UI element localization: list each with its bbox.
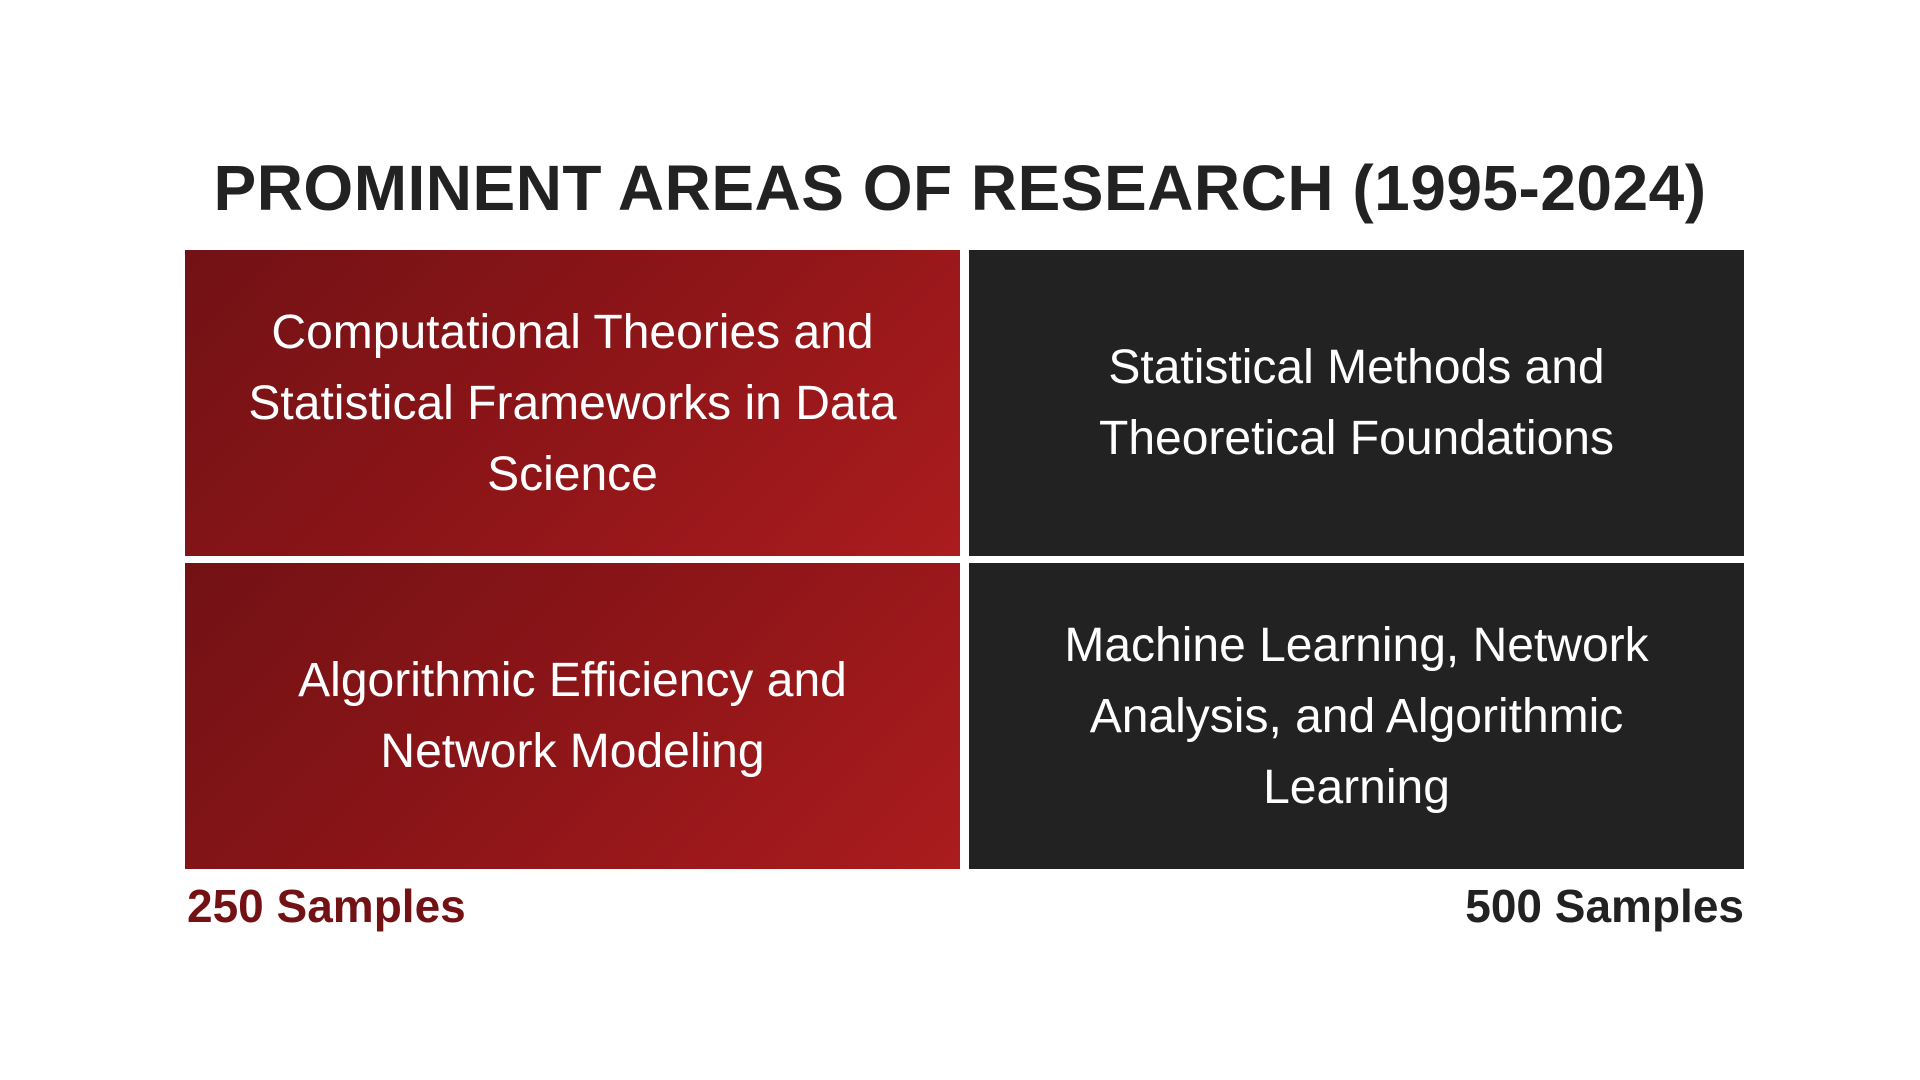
research-areas-grid: Computational Theories and Statistical F… <box>185 250 1744 869</box>
left-sample-label: 250 Samples <box>187 880 466 932</box>
cell-top-right: Statistical Methods and Theoretical Foun… <box>969 250 1744 556</box>
cell-bottom-left-text: Algorithmic Efficiency and Network Model… <box>298 654 847 778</box>
cell-bottom-left: Algorithmic Efficiency and Network Model… <box>185 563 960 869</box>
cell-top-left: Computational Theories and Statistical F… <box>185 250 960 556</box>
cell-top-right-text: Statistical Methods and Theoretical Foun… <box>1099 341 1614 465</box>
page-title: PROMINENT AREAS OF RESEARCH (1995-2024) <box>213 152 1707 224</box>
cell-top-left-text: Computational Theories and Statistical F… <box>248 305 897 501</box>
cell-bottom-right-text: Machine Learning, Network Analysis, and … <box>1064 618 1649 814</box>
cell-bottom-right: Machine Learning, Network Analysis, and … <box>969 563 1744 869</box>
right-sample-label: 500 Samples <box>1465 880 1744 932</box>
